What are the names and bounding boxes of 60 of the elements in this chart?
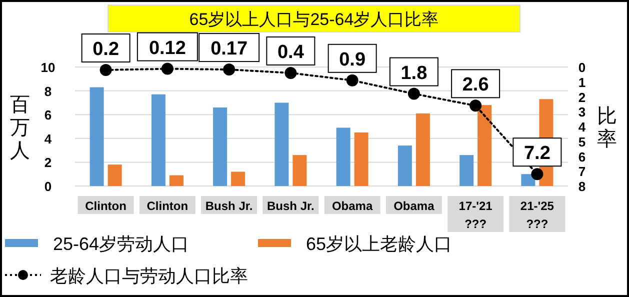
data-label: 0.17: [210, 38, 248, 60]
x-tick-label: Obama: [394, 199, 435, 213]
data-label: 0.12: [148, 38, 186, 59]
bar: [90, 87, 104, 186]
y-tick-label: 6: [44, 108, 52, 123]
bar: [274, 102, 289, 186]
x-tick-label: Bush Jr.: [267, 199, 314, 213]
point: [284, 66, 297, 79]
y-tick-label: 0: [44, 179, 52, 194]
point: [223, 64, 236, 76]
bar: [169, 175, 184, 186]
point: [408, 88, 420, 100]
bar: [292, 155, 307, 186]
y-tick-label: 8: [44, 84, 52, 99]
y2-tick-label: 7: [578, 164, 586, 180]
data-label: 7.2: [524, 143, 550, 164]
bar: [478, 105, 492, 186]
x-tick-label: Clinton: [85, 199, 126, 213]
bar: [336, 128, 350, 186]
x-tick-label: 21-'25 ???: [520, 199, 554, 231]
chart-title: 65岁以上人口与25-64岁人口比率: [189, 10, 439, 29]
bar: [231, 172, 246, 186]
y2-tick-label: 5: [578, 134, 586, 150]
y2-tick-label: 2: [578, 90, 586, 105]
y2-tick-label: 0: [578, 60, 586, 75]
y2-tick-label: 4: [578, 120, 586, 134]
data-label: 1.8: [400, 62, 428, 84]
data-label: 0.9: [339, 49, 366, 70]
legend-label: 25-64岁劳动人口: [53, 234, 190, 254]
x-tick-label: Obama: [332, 199, 373, 213]
y-tick-label: 10: [40, 60, 56, 75]
legend-label: 65岁以上老龄人口: [306, 234, 452, 254]
y-axis-title: 百万人: [10, 94, 30, 162]
y2-tick-label: 6: [578, 149, 586, 164]
bar: [398, 146, 412, 186]
legend-label: 老龄人口与劳动人口比率: [50, 266, 248, 286]
bar: [151, 94, 166, 186]
bar: [521, 174, 536, 186]
x-tick-label: Clinton: [146, 199, 188, 213]
y2-tick-label: 8: [578, 179, 586, 194]
data-label: 0.2: [92, 38, 120, 60]
bar: [108, 164, 122, 186]
bar: [354, 132, 368, 186]
y2-tick-label: 3: [578, 104, 586, 120]
point: [161, 62, 174, 75]
x-tick-label: Bush Jr.: [205, 199, 253, 213]
data-label: 2.6: [462, 74, 489, 96]
point: [470, 100, 482, 112]
bar: [416, 113, 430, 186]
point: [346, 74, 358, 86]
x-tick-label: 17-'21 ???: [458, 199, 493, 231]
y2-tick-label: 1: [578, 74, 586, 90]
y-tick-label: 4: [44, 131, 52, 146]
bar: [460, 155, 474, 186]
point: [100, 64, 112, 76]
y2-axis-title: 比率: [597, 106, 617, 150]
y-tick-label: 2: [44, 155, 52, 170]
data-label: 0.4: [277, 42, 304, 63]
point: [531, 168, 544, 180]
bar: [213, 107, 228, 186]
